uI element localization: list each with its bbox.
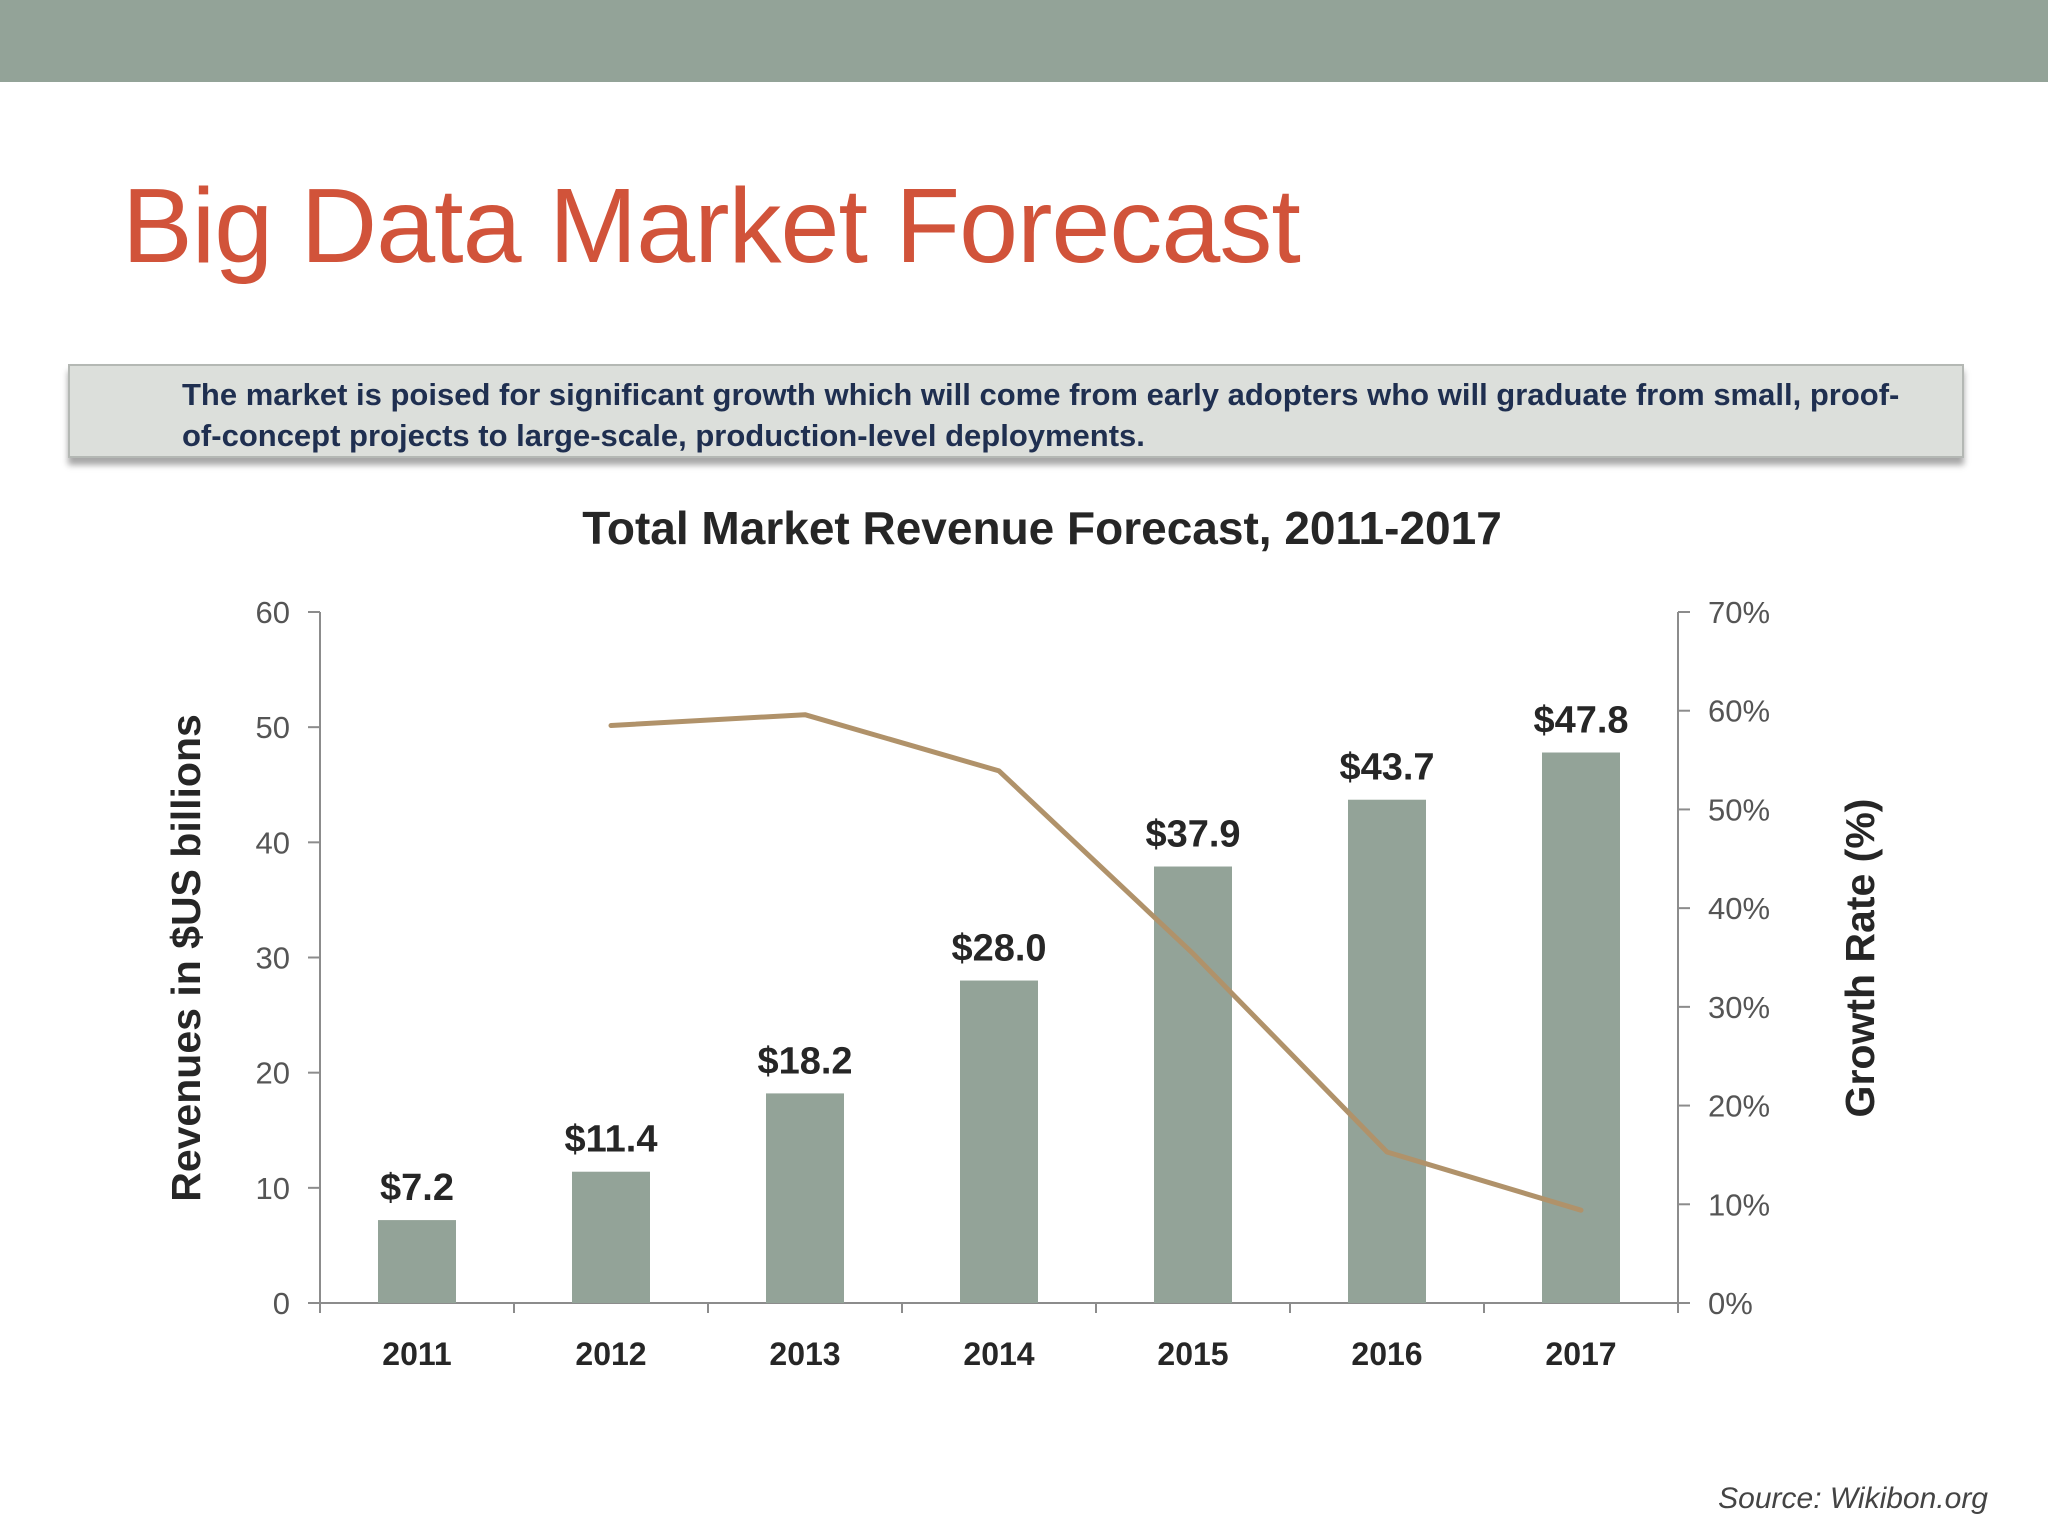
y-tick-label: 40: [256, 825, 290, 860]
bar-value-label: $28.0: [951, 928, 1046, 970]
bar: [572, 1171, 650, 1303]
chart-title: Total Market Revenue Forecast, 2011-2017: [582, 502, 1502, 554]
bar: [1154, 866, 1232, 1303]
callout-text: The market is poised for significant gro…: [182, 377, 1900, 453]
y2-tick-label: 40%: [1708, 891, 1770, 926]
data-labels: $7.2 $11.4 $18.2 $28.0 $37.9 $43.7 $47.8: [380, 700, 1629, 1210]
x-tick-label: 2013: [769, 1336, 840, 1372]
bar-value-label: $7.2: [380, 1167, 454, 1209]
bar: [1542, 752, 1620, 1303]
bar-value-label: $47.8: [1533, 700, 1628, 742]
y-tick-label: 30: [256, 941, 290, 976]
bar-value-label: $11.4: [565, 1119, 658, 1161]
y2-tick-label: 60%: [1708, 694, 1770, 729]
y-tick-label: 0: [273, 1286, 290, 1321]
x-tick-label: 2014: [963, 1336, 1034, 1372]
bar-value-label: $18.2: [757, 1040, 852, 1082]
y2-axis-title: Growth Rate (%): [1837, 799, 1883, 1118]
bar: [960, 980, 1038, 1303]
y-tick-label: 60: [256, 595, 290, 630]
x-tick-label: 2016: [1351, 1336, 1422, 1372]
y-tick-label: 50: [256, 710, 290, 745]
x-tick-label: 2011: [382, 1336, 451, 1372]
callout-box: The market is poised for significant gro…: [68, 364, 1964, 458]
growth-line: [608, 712, 1584, 1213]
bars: [378, 752, 1620, 1303]
axes: 0 10 20 30 40 50 60 0% 10% 20% 30% 40% 50% 60% 70% 2011…: [256, 595, 1771, 1372]
bar-value-label: $37.9: [1145, 814, 1240, 856]
y-tick-label: 10: [256, 1171, 290, 1206]
top-band: [0, 0, 2048, 82]
y2-tick-label: 70%: [1708, 595, 1770, 630]
bar: [378, 1220, 456, 1303]
y2-tick-label: 50%: [1708, 792, 1770, 827]
y-axis-title: Revenues in $US billions: [163, 714, 209, 1202]
y2-tick-label: 0%: [1708, 1286, 1753, 1321]
bar: [766, 1093, 844, 1303]
x-tick-label: 2017: [1545, 1336, 1616, 1372]
growth-rate-line: [608, 712, 1584, 1213]
y2-tick-label: 30%: [1708, 990, 1770, 1025]
y2-tick-label: 20%: [1708, 1089, 1770, 1124]
x-tick-label: 2012: [575, 1336, 646, 1372]
source-note: Source: Wikibon.org: [1718, 1482, 1988, 1515]
x-tick-label: 2015: [1157, 1336, 1228, 1372]
bar-value-label: $43.7: [1339, 747, 1434, 789]
y-tick-label: 20: [256, 1056, 290, 1091]
y2-tick-label: 10%: [1708, 1187, 1770, 1222]
bar: [1348, 799, 1426, 1303]
slide-title: Big Data Market Forecast: [122, 167, 1301, 285]
